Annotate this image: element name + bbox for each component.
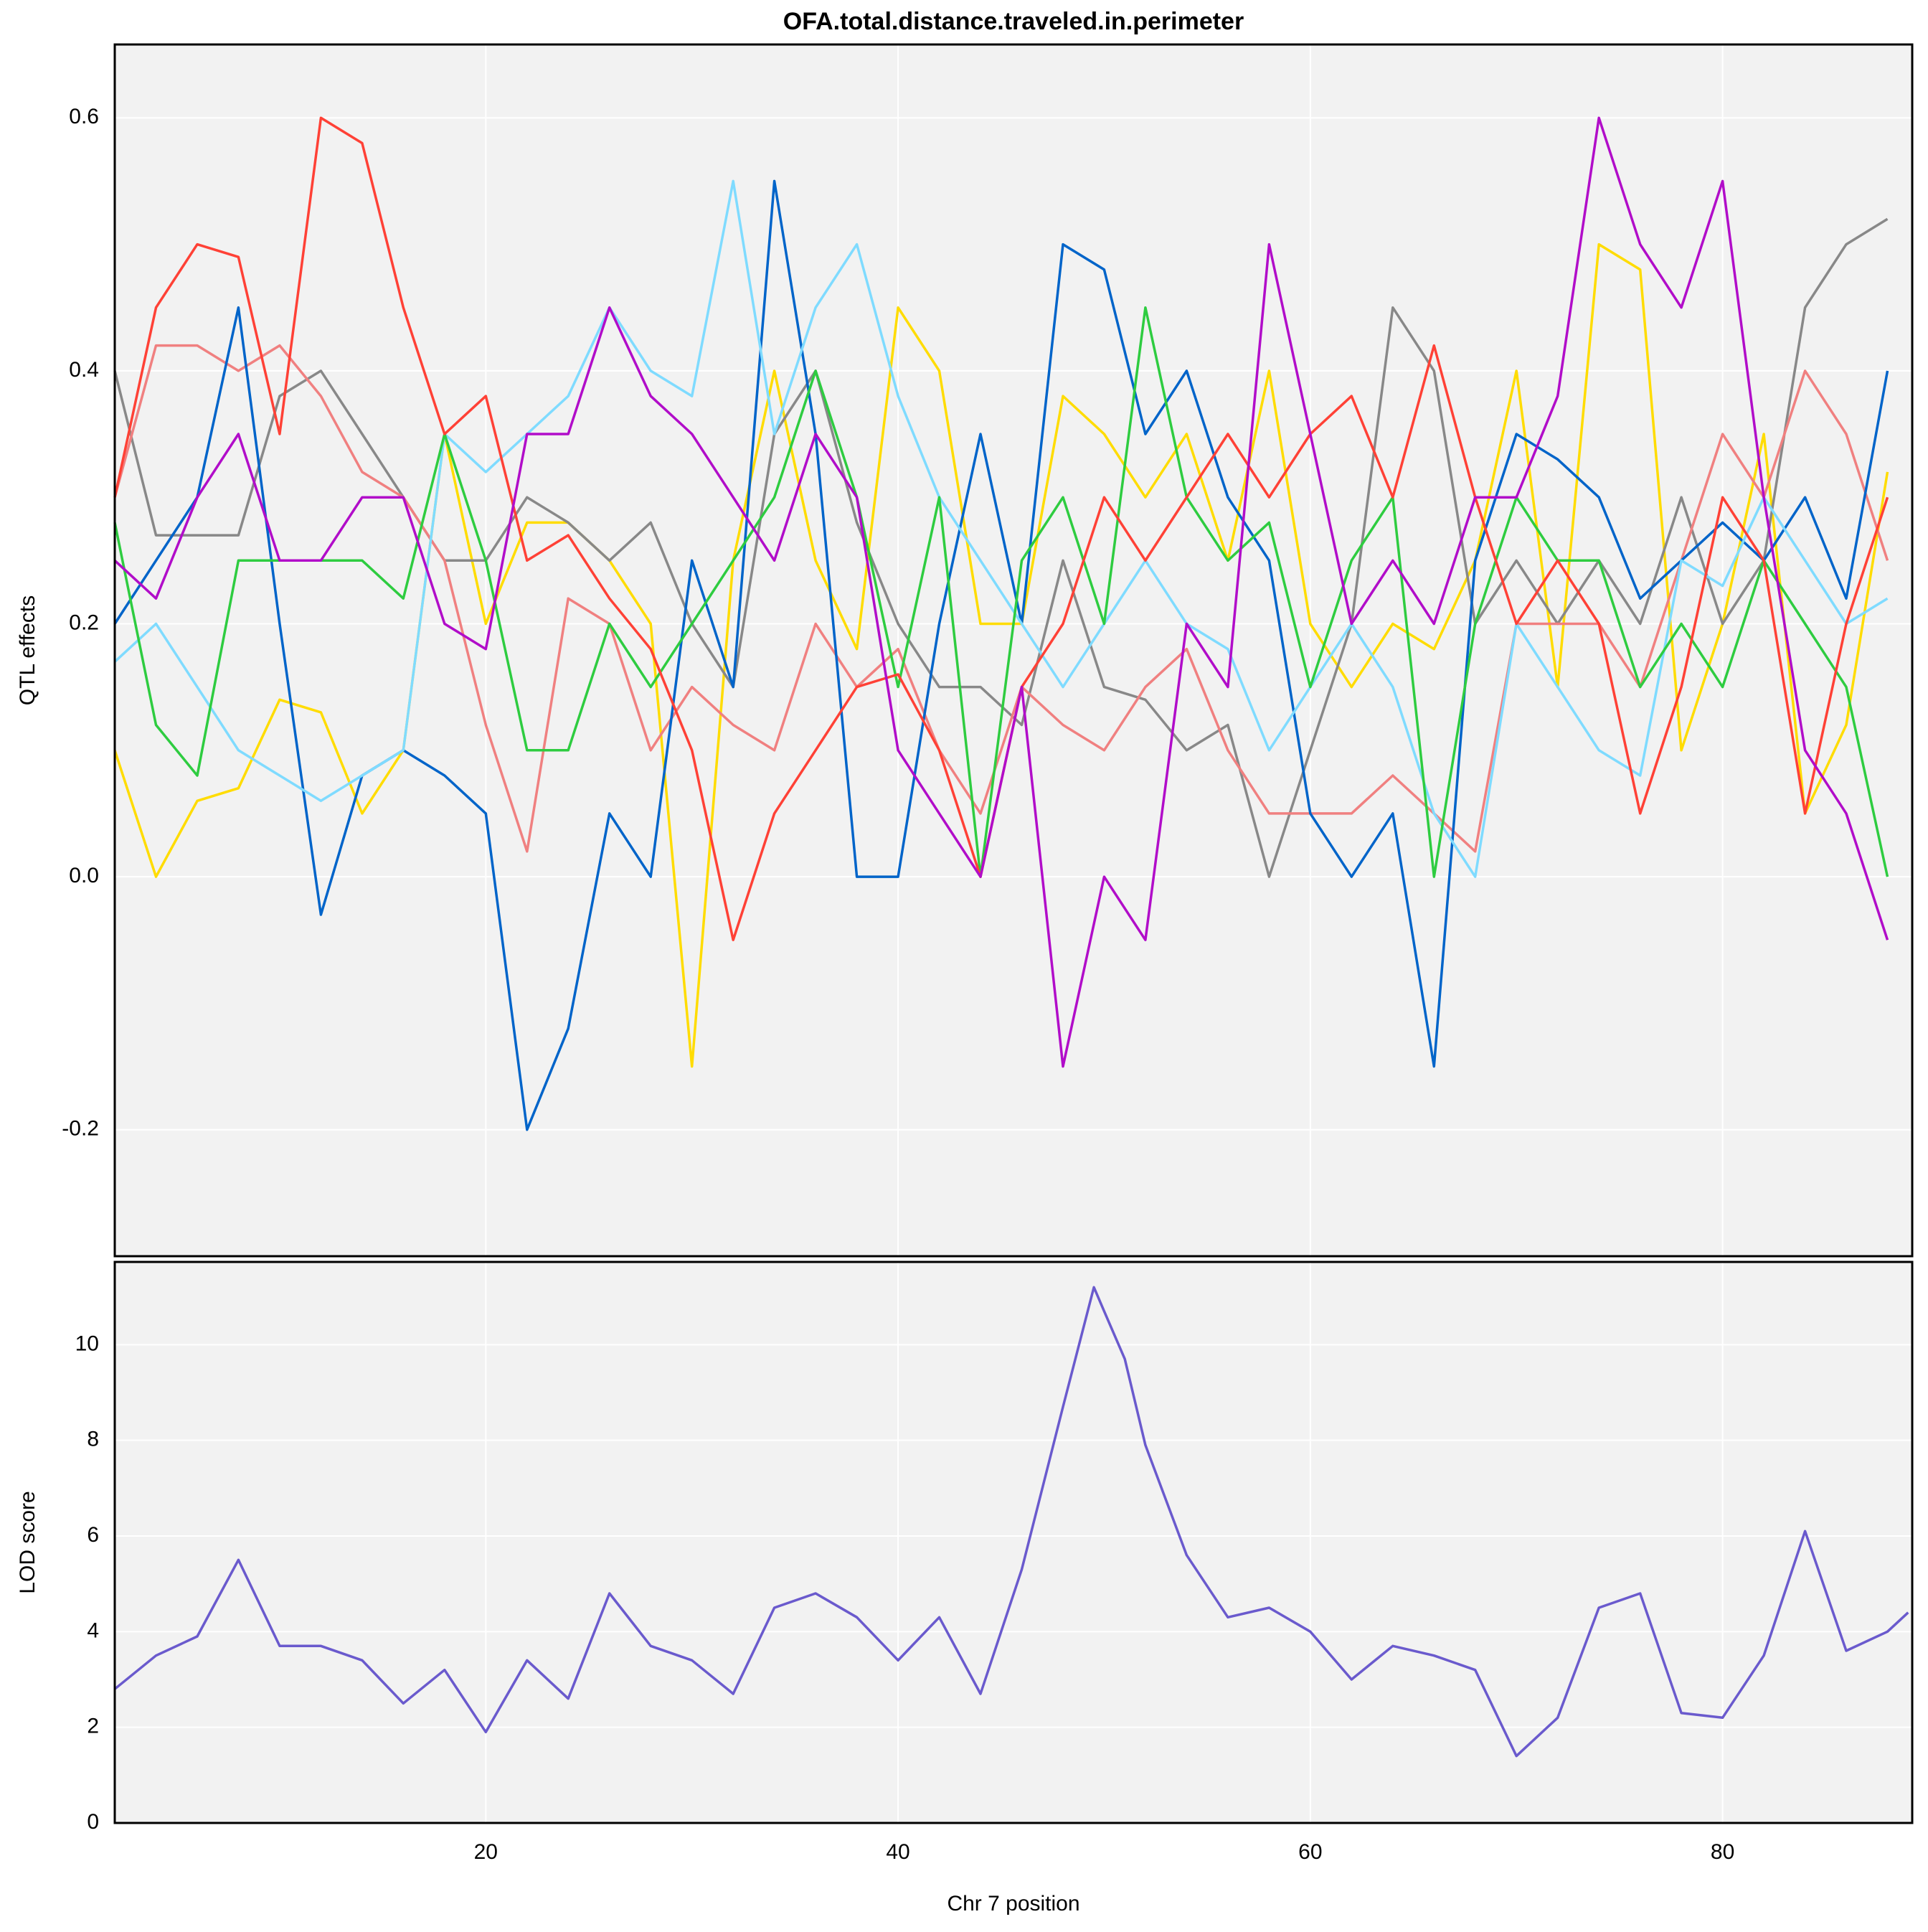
y-tick-label: 0.0 <box>69 864 99 887</box>
y-axis-label: LOD score <box>16 1491 39 1593</box>
y-axis-label: QTL effects <box>16 595 39 705</box>
y-tick-label: 6 <box>87 1523 99 1547</box>
y-tick-label: 0.2 <box>69 611 99 634</box>
series-line <box>113 179 1889 1131</box>
y-tick-label: 0.6 <box>69 105 99 128</box>
y-tick-label: 2 <box>87 1715 99 1738</box>
series-line <box>113 116 1889 1068</box>
series-line <box>113 179 1889 878</box>
series-line <box>113 344 1889 853</box>
plot-background <box>115 1262 1912 1823</box>
y-tick-label: 10 <box>75 1332 99 1355</box>
plot-background <box>115 44 1912 1256</box>
plot-border <box>113 1260 1914 1824</box>
y-tick-label: 8 <box>87 1428 99 1451</box>
x-tick-label: 40 <box>886 1840 909 1864</box>
y-tick-label: -0.2 <box>62 1117 99 1141</box>
y-tick-label: 0.4 <box>69 358 99 382</box>
x-tick-label: 60 <box>1298 1840 1322 1864</box>
series-line <box>113 1286 1909 1758</box>
chart-title: OFA.total.distance.traveled.in.perimeter <box>783 8 1244 35</box>
series-line <box>113 306 1889 878</box>
y-tick-label: 4 <box>87 1618 99 1642</box>
y-tick-label: 0 <box>87 1810 99 1834</box>
x-tick-label: 20 <box>474 1840 498 1864</box>
x-tick-label: 80 <box>1711 1840 1734 1864</box>
plot-border <box>113 43 1914 1258</box>
x-axis-label: Chr 7 position <box>947 1892 1079 1915</box>
